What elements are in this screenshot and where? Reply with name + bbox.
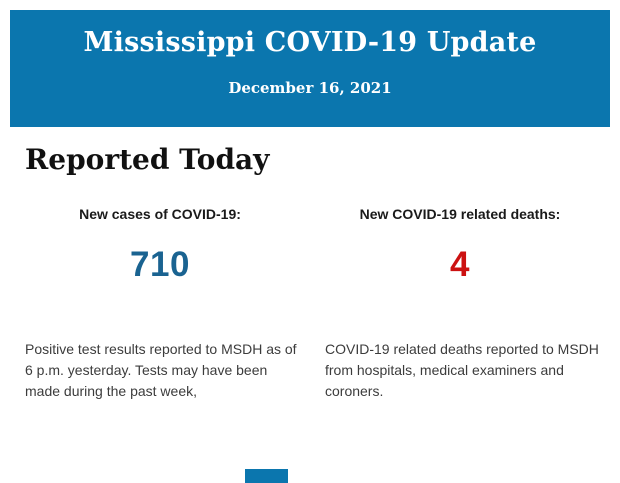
footer-cutoff-element [245,469,288,483]
deaths-value: 4 [450,245,470,284]
cases-description: Positive test results reported to MSDH a… [25,341,297,399]
descriptions-row: Positive test results reported to MSDH a… [0,339,620,402]
cases-stat: New cases of COVID-19: 710 [10,206,310,285]
cases-value: 710 [130,245,190,284]
header-date: December 16, 2021 [228,79,392,97]
deaths-stat: New COVID-19 related deaths: 4 [310,206,610,285]
deaths-label: New COVID-19 related deaths: [359,206,561,222]
deaths-description: COVID-19 related deaths reported to MSDH… [325,341,599,399]
header-banner: Mississippi COVID-19 Update December 16,… [10,10,610,127]
section-title: Reported Today [25,143,270,176]
stats-row: New cases of COVID-19: 710 New COVID-19 … [10,206,610,285]
cases-label: New cases of COVID-19: [79,206,241,222]
page-title: Mississippi COVID-19 Update [83,27,537,58]
